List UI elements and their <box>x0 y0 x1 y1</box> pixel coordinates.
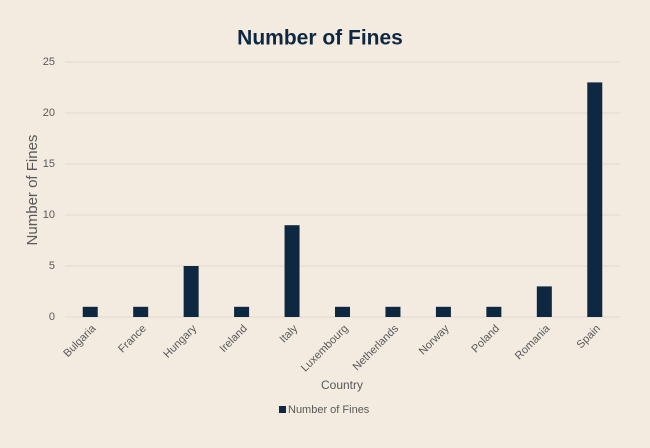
bar <box>234 306 250 317</box>
bar <box>385 306 401 317</box>
legend-label: Number of Fines <box>288 404 370 416</box>
bar <box>183 266 199 317</box>
bar <box>82 306 98 317</box>
bar <box>133 306 149 317</box>
bar <box>587 82 603 318</box>
y-axis-title: Number of Fines <box>24 135 41 246</box>
y-tick-label: 5 <box>49 260 55 272</box>
bar <box>335 306 350 317</box>
bar <box>284 225 300 317</box>
y-tick-label: 20 <box>43 107 55 119</box>
bar <box>486 306 502 317</box>
bar <box>435 306 451 317</box>
y-tick-label: 25 <box>43 56 55 68</box>
y-tick-label: 15 <box>43 158 55 170</box>
bar <box>536 286 552 317</box>
legend-swatch <box>279 406 286 413</box>
y-tick-label: 10 <box>43 209 55 221</box>
y-tick-label: 0 <box>49 311 55 323</box>
chart-title: Number of Fines <box>237 27 403 50</box>
x-axis-title: Country <box>321 378 363 392</box>
